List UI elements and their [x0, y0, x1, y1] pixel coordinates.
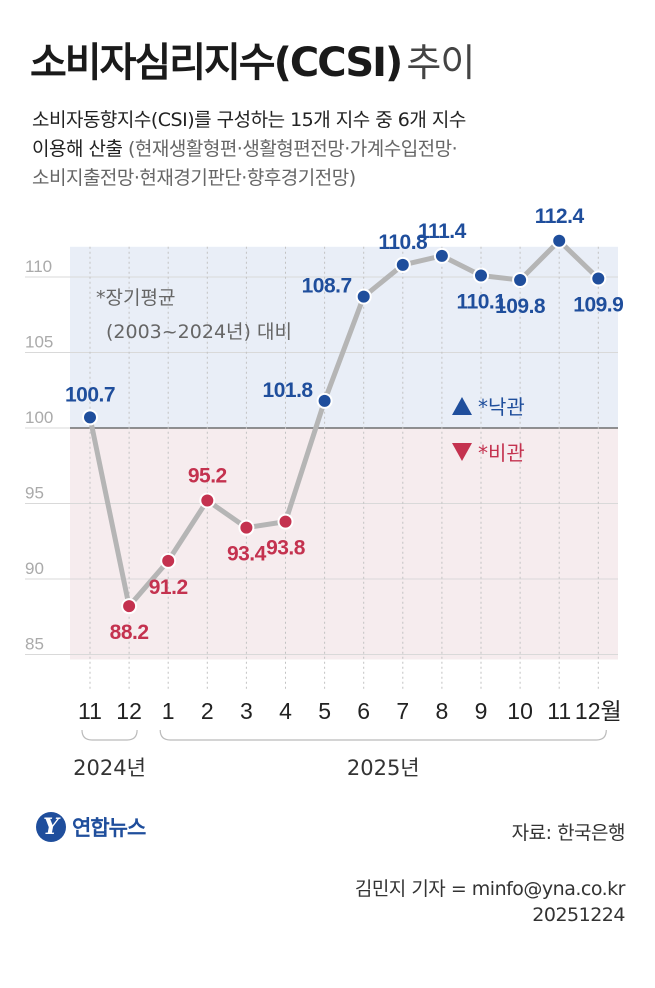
title-main: 소비자심리지수(CCSI) [30, 40, 403, 86]
subtitle-line2: 이용해 산출 (현재생활형편·생활형편전망·가계수입전망· [32, 135, 632, 164]
data-point [82, 409, 98, 426]
x-tick-label: 1 [162, 698, 175, 724]
x-tick-label: 2 [201, 698, 214, 724]
note-line1: *장기평균 [96, 287, 175, 309]
subtitle-line2a: 이용해 산출 [32, 138, 123, 160]
credit: 김민지 기자 = minfo@yna.co.kr 20251224 [354, 876, 626, 928]
y-tick-label: 100 [25, 408, 53, 427]
subtitle: 소비자동향지수(CSI)를 구성하는 15개 지수 중 6개 지수 이용해 산출… [32, 106, 632, 193]
data-point [121, 598, 138, 615]
logo-text: 연합뉴스 [72, 816, 146, 840]
optimistic-triangle-icon [452, 397, 472, 415]
data-label: 109.9 [573, 294, 623, 317]
x-tick-label: 12 [116, 698, 142, 724]
year-bracket [159, 729, 607, 741]
data-point [512, 272, 529, 289]
chart-title: 소비자심리지수(CCSI) 추이 [30, 30, 475, 88]
year-label: 2025년 [347, 756, 420, 780]
data-point [551, 232, 568, 249]
pessimistic-band [70, 428, 618, 660]
data-label: 110.1 [457, 290, 507, 313]
logo-mark-icon: Y [36, 812, 66, 842]
data-label: 111.4 [418, 220, 467, 243]
subtitle-line1: 소비자동향지수(CSI)를 구성하는 15개 지수 중 6개 지수 [32, 109, 466, 131]
legend-optimistic: *낙관 [478, 395, 525, 419]
data-point [316, 392, 333, 409]
x-tick-label: 12월 [575, 698, 622, 724]
data-label: 100.7 [65, 383, 115, 406]
data-point [394, 256, 411, 273]
x-tick-label: 3 [240, 698, 253, 724]
x-tick-label: 6 [357, 698, 370, 724]
note-line2: (2003~2024년) 대비 [106, 321, 292, 343]
data-label: 88.2 [110, 621, 149, 644]
credit-date: 20251224 [532, 904, 625, 926]
data-point [433, 247, 450, 264]
data-label: 91.2 [149, 576, 188, 599]
subtitle-line3: 소비지출전망·현재경기판단·향후경기전망) [32, 167, 356, 189]
data-label: 109.8 [495, 295, 546, 318]
data-label: 93.8 [266, 537, 306, 560]
credit-author: 김민지 기자 = minfo@yna.co.kr [354, 878, 626, 900]
yonhap-logo: Y 연합뉴스 [36, 812, 146, 842]
y-tick-label: 85 [25, 635, 44, 654]
year-bracket [81, 729, 138, 741]
y-tick-label: 105 [25, 333, 53, 352]
data-point [160, 552, 177, 569]
data-label: 95.2 [188, 464, 227, 487]
subtitle-line2b: (현재생활형편·생활형편전망·가계수입전망· [128, 138, 458, 160]
x-tick-label: 9 [475, 698, 488, 724]
data-point [238, 519, 255, 536]
data-label: 108.7 [302, 275, 352, 298]
data-point [473, 267, 489, 284]
data-point [590, 270, 607, 287]
source-note: 자료: 한국은행 [511, 822, 626, 844]
y-tick-label: 90 [25, 559, 44, 578]
title-sub: 추이 [406, 41, 475, 85]
year-label: 2024년 [73, 756, 146, 780]
y-tick-label: 110 [25, 257, 52, 276]
x-tick-label: 8 [436, 698, 449, 724]
y-tick-label: 95 [25, 484, 44, 503]
legend-pessimistic: *비관 [478, 441, 525, 465]
x-tick-label: 10 [507, 698, 533, 724]
x-tick-label: 5 [318, 698, 331, 724]
data-label: 101.8 [263, 379, 314, 402]
x-tick-label: 11 [78, 698, 102, 724]
pessimistic-triangle-icon [452, 443, 472, 461]
x-tick-label: 11 [547, 698, 571, 724]
data-point [199, 492, 216, 509]
data-label: 110.8 [378, 231, 428, 254]
data-label: 93.4 [227, 543, 267, 566]
x-tick-label: 7 [396, 698, 409, 724]
data-point [355, 288, 372, 305]
data-point [277, 513, 294, 530]
data-label: 112.4 [535, 205, 585, 228]
x-tick-label: 4 [279, 698, 292, 724]
